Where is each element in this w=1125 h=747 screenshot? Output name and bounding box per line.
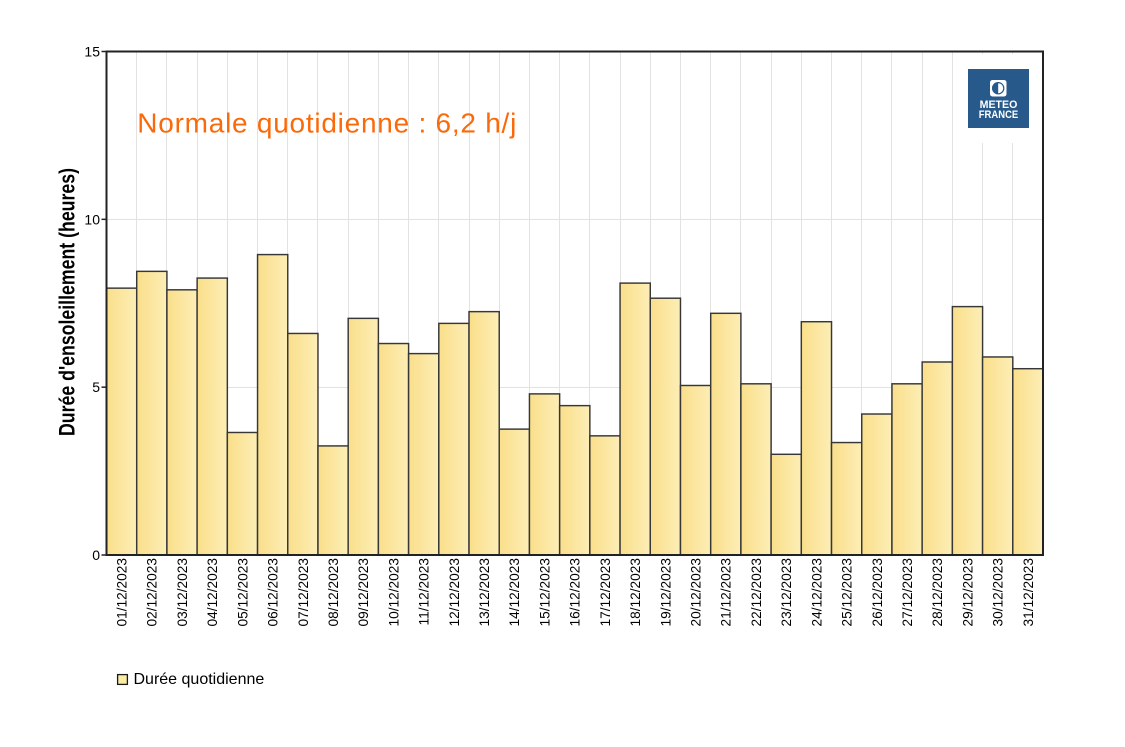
svg-text:21/12/2023: 21/12/2023: [719, 558, 734, 627]
svg-text:19/12/2023: 19/12/2023: [658, 558, 673, 627]
svg-text:28/12/2023: 28/12/2023: [930, 558, 945, 627]
svg-text:26/12/2023: 26/12/2023: [870, 558, 885, 627]
svg-text:08/12/2023: 08/12/2023: [326, 558, 341, 627]
svg-text:11/12/2023: 11/12/2023: [417, 558, 432, 626]
svg-text:FRANCE: FRANCE: [979, 109, 1019, 121]
svg-text:31/12/2023: 31/12/2023: [1021, 558, 1036, 627]
svg-text:16/12/2023: 16/12/2023: [568, 558, 583, 627]
svg-text:5: 5: [92, 379, 100, 395]
svg-text:24/12/2023: 24/12/2023: [809, 558, 824, 627]
svg-text:09/12/2023: 09/12/2023: [356, 558, 371, 627]
svg-text:07/12/2023: 07/12/2023: [296, 558, 311, 627]
svg-text:30/12/2023: 30/12/2023: [991, 558, 1006, 627]
svg-text:Normale quotidienne : 6,2 h/j: Normale quotidienne : 6,2 h/j: [137, 108, 516, 139]
svg-text:29/12/2023: 29/12/2023: [960, 558, 975, 627]
svg-text:10/12/2023: 10/12/2023: [386, 558, 401, 627]
svg-text:Durée d'ensoleillement (heures: Durée d'ensoleillement (heures): [55, 168, 80, 436]
svg-text:22/12/2023: 22/12/2023: [749, 558, 764, 627]
svg-text:23/12/2023: 23/12/2023: [779, 558, 794, 627]
svg-text:25/12/2023: 25/12/2023: [840, 558, 855, 627]
svg-text:12/12/2023: 12/12/2023: [447, 558, 462, 627]
svg-text:13/12/2023: 13/12/2023: [477, 558, 492, 627]
svg-text:17/12/2023: 17/12/2023: [598, 558, 613, 627]
svg-text:0: 0: [92, 547, 100, 563]
svg-text:METEO: METEO: [980, 99, 1018, 111]
svg-text:27/12/2023: 27/12/2023: [900, 558, 915, 627]
svg-text:15: 15: [84, 44, 100, 60]
svg-text:04/12/2023: 04/12/2023: [205, 558, 220, 627]
svg-text:03/12/2023: 03/12/2023: [175, 558, 190, 627]
svg-text:20/12/2023: 20/12/2023: [688, 558, 703, 627]
svg-text:14/12/2023: 14/12/2023: [507, 558, 522, 627]
svg-text:02/12/2023: 02/12/2023: [145, 558, 160, 627]
svg-text:15/12/2023: 15/12/2023: [537, 558, 552, 627]
svg-text:06/12/2023: 06/12/2023: [266, 558, 281, 627]
svg-text:05/12/2023: 05/12/2023: [235, 558, 250, 627]
svg-text:18/12/2023: 18/12/2023: [628, 558, 643, 627]
svg-text:Durée quotidienne: Durée quotidienne: [134, 671, 265, 688]
svg-text:01/12/2023: 01/12/2023: [115, 558, 130, 627]
svg-text:10: 10: [84, 211, 100, 227]
